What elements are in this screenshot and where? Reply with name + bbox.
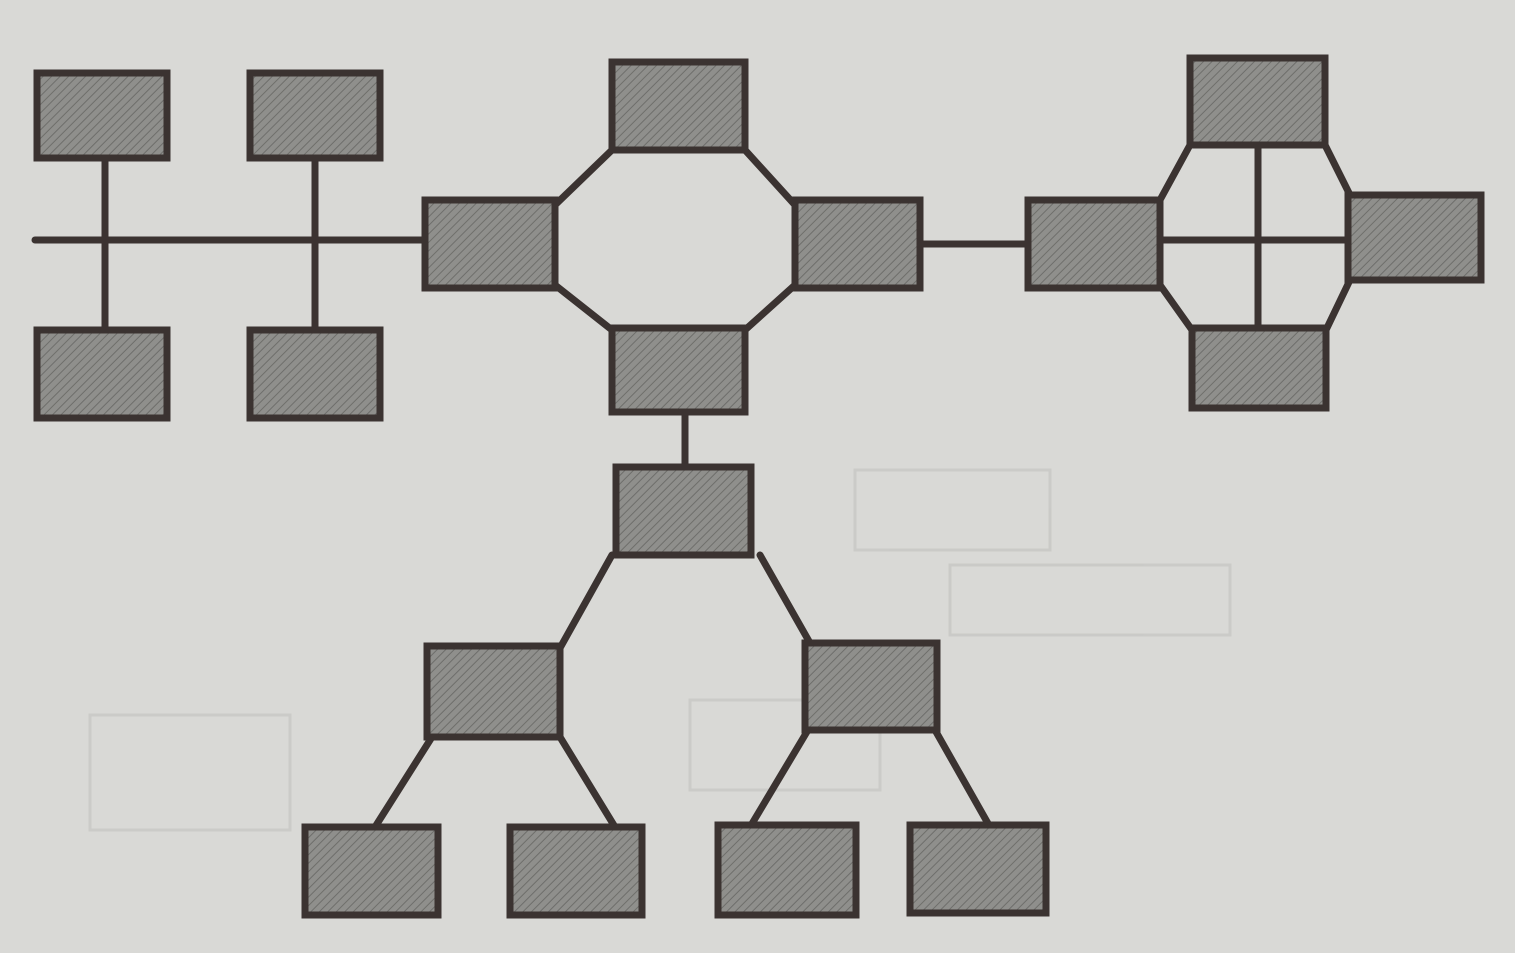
mesh-left	[1024, 196, 1164, 292]
ring-link-br	[741, 281, 799, 334]
mesh-link-bl	[1156, 281, 1196, 334]
ring-link-tl	[551, 146, 616, 209]
tree-link-right	[756, 551, 814, 647]
ring-left	[421, 196, 559, 292]
ring-link-bl	[551, 281, 616, 334]
bus-top-2	[246, 69, 384, 162]
tree-link-leaf-3	[746, 726, 812, 831]
tree-link-leaf-4	[931, 726, 994, 831]
ring-bottom	[608, 324, 749, 416]
tree-link-leaf-1	[371, 733, 436, 831]
tree-link-left	[556, 551, 616, 652]
mesh-top	[1186, 54, 1329, 149]
mesh-right	[1344, 191, 1485, 284]
tree-link-leaf-2	[556, 733, 619, 831]
ring-link-tr	[741, 146, 799, 209]
mesh-link-br	[1322, 276, 1354, 334]
tree-leaf-2	[506, 823, 646, 919]
tree-leaf-3	[714, 821, 860, 919]
bus-bottom-2	[246, 326, 384, 422]
mesh-link-tr	[1321, 141, 1354, 199]
links	[31, 141, 1354, 831]
ring-top	[608, 58, 749, 154]
bus-bottom-1	[33, 326, 171, 422]
nodes	[33, 54, 1485, 919]
tree-leaf-1	[301, 823, 442, 919]
tree-leaf-4	[906, 821, 1050, 917]
mesh-bottom	[1188, 324, 1330, 412]
paper-background	[88, 468, 1232, 832]
bus-top-1	[33, 69, 171, 162]
tree-mid-right	[801, 639, 941, 734]
tree-root	[612, 463, 755, 559]
tree-mid-left	[423, 642, 564, 741]
mesh-link-tl	[1156, 141, 1194, 204]
ring-right	[791, 196, 924, 292]
